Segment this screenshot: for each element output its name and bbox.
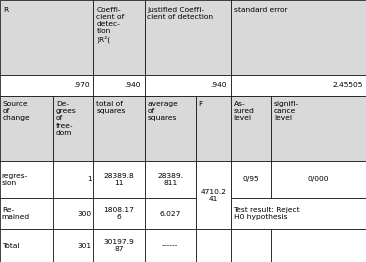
Text: 0/95: 0/95 — [242, 177, 259, 182]
Bar — [53, 96, 93, 161]
Text: 1808.17
6: 1808.17 6 — [104, 207, 134, 220]
Bar — [231, 96, 271, 161]
Bar — [93, 96, 145, 161]
Bar — [231, 161, 271, 198]
Bar — [93, 198, 145, 229]
Bar — [145, 198, 196, 229]
Text: 300: 300 — [77, 211, 92, 216]
Text: 28389.8
11: 28389.8 11 — [104, 173, 134, 186]
Bar — [231, 229, 271, 262]
Bar — [93, 161, 145, 198]
Bar — [231, 198, 366, 229]
Bar — [0, 75, 93, 96]
Bar — [271, 161, 366, 198]
Bar — [0, 161, 53, 198]
Text: 1: 1 — [87, 177, 92, 182]
Text: Source
of
change: Source of change — [3, 101, 30, 121]
Bar — [93, 75, 145, 96]
Text: signifi-
cance
level: signifi- cance level — [274, 101, 299, 121]
Bar — [53, 198, 93, 229]
Bar — [271, 96, 366, 161]
Text: average
of
squares: average of squares — [147, 101, 178, 121]
Bar — [53, 161, 93, 198]
Text: ------: ------ — [162, 243, 179, 249]
Text: Test result: Reject
H0 hypothesis: Test result: Reject H0 hypothesis — [234, 207, 300, 220]
Text: Re-
mained: Re- mained — [2, 207, 30, 220]
Bar — [145, 161, 196, 198]
Text: 301: 301 — [77, 243, 92, 249]
Text: F: F — [199, 101, 203, 107]
Bar — [231, 75, 366, 96]
Text: standard error: standard error — [234, 7, 287, 13]
Text: 2.45505: 2.45505 — [332, 82, 362, 88]
Bar — [0, 229, 53, 262]
Text: regres-
sion: regres- sion — [2, 173, 28, 186]
Text: 0/000: 0/000 — [308, 177, 329, 182]
Text: As-
sured
level: As- sured level — [234, 101, 254, 121]
Bar — [145, 229, 196, 262]
Bar — [0, 96, 53, 161]
Bar — [145, 0, 231, 75]
Bar — [231, 0, 366, 75]
Text: total of
squares: total of squares — [96, 101, 126, 114]
Text: Total: Total — [2, 243, 19, 249]
Bar — [196, 161, 231, 229]
Bar — [145, 96, 196, 161]
Text: justified Coeffi-
cient of detection: justified Coeffi- cient of detection — [147, 7, 214, 20]
Text: 30197.9
87: 30197.9 87 — [104, 239, 134, 252]
Text: 28389.
811: 28389. 811 — [157, 173, 183, 186]
Bar — [93, 229, 145, 262]
Bar — [196, 161, 231, 198]
Bar — [145, 75, 231, 96]
Bar — [271, 229, 366, 262]
Text: 6.027: 6.027 — [160, 211, 181, 216]
Text: Coeffi-
cient of
detec-
tion
)R²(: Coeffi- cient of detec- tion )R²( — [96, 7, 124, 43]
Text: .970: .970 — [73, 82, 90, 88]
Bar — [0, 198, 53, 229]
Bar — [196, 161, 231, 229]
Text: .940: .940 — [210, 82, 227, 88]
Text: De-
grees
of
free-
dom: De- grees of free- dom — [56, 101, 77, 136]
Bar — [0, 0, 93, 75]
Bar — [53, 229, 93, 262]
Bar — [93, 0, 145, 75]
Text: R: R — [3, 7, 8, 13]
Bar — [196, 96, 231, 161]
Bar — [196, 229, 231, 262]
Text: 4710.2
41: 4710.2 41 — [200, 189, 226, 202]
Text: .940: .940 — [124, 82, 141, 88]
